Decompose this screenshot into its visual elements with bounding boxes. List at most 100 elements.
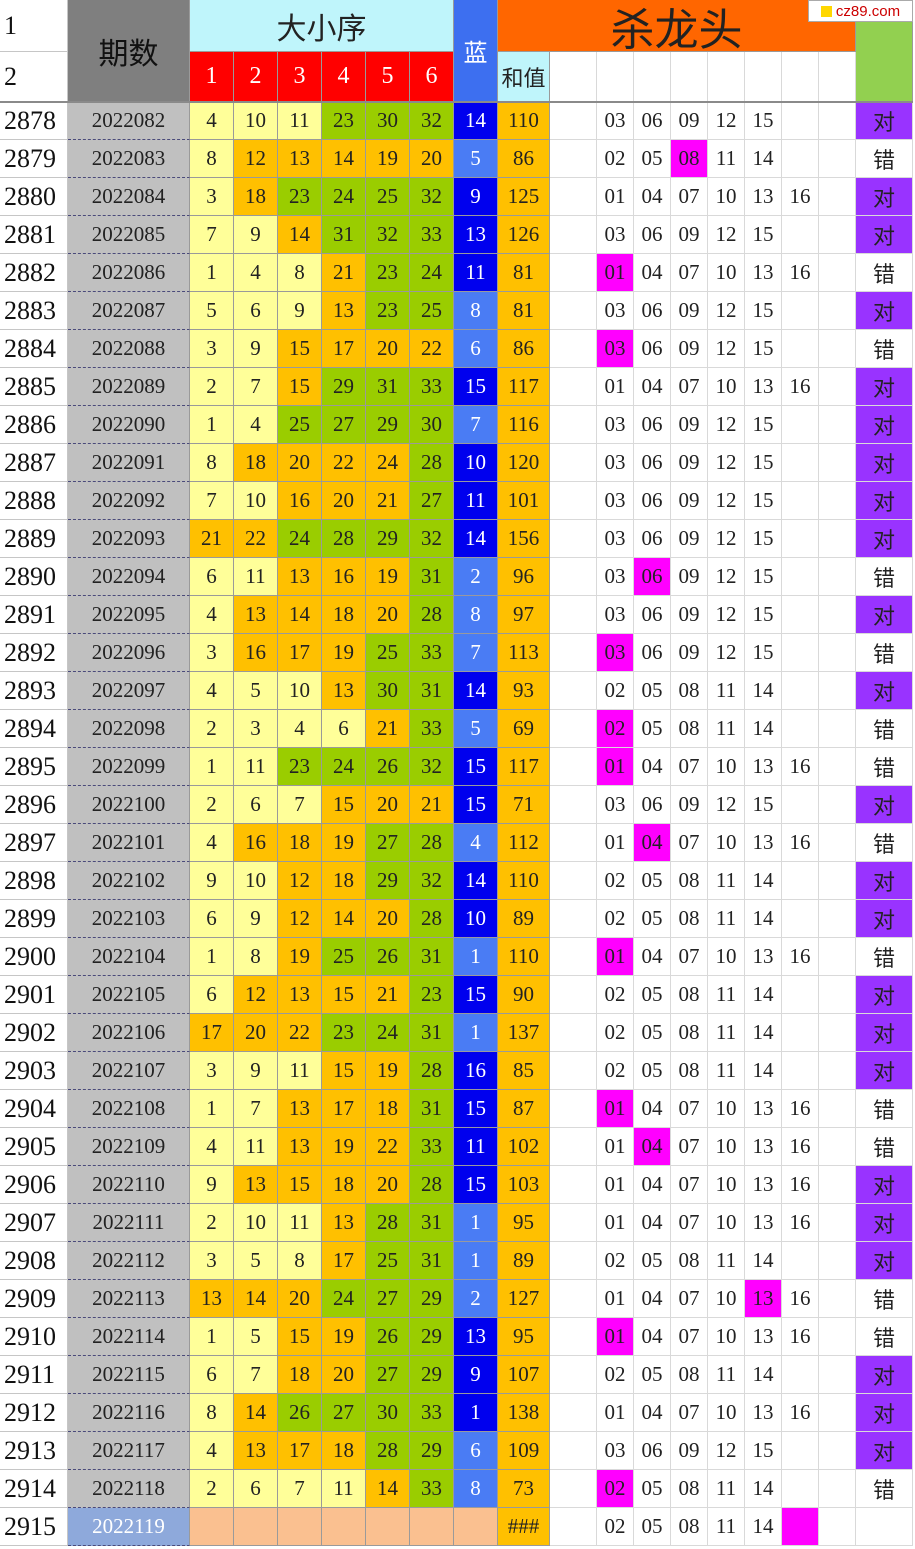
number-cell[interactable]: 25: [366, 1242, 410, 1280]
row-number-cell[interactable]: 2887: [0, 444, 68, 482]
number-cell[interactable]: 21: [410, 786, 454, 824]
kill-number-cell[interactable]: 07: [671, 178, 708, 216]
kill-number-cell[interactable]: 10: [708, 368, 745, 406]
kill-number-cell[interactable]: 05: [634, 710, 671, 748]
kill-number-cell[interactable]: 14: [745, 1014, 782, 1052]
period-cell[interactable]: 2022084: [68, 178, 190, 216]
result-cell[interactable]: 对: [856, 862, 913, 900]
number-cell[interactable]: 14: [322, 140, 366, 178]
blue-cell[interactable]: 15: [454, 368, 498, 406]
blue-cell[interactable]: 7: [454, 406, 498, 444]
result-cell[interactable]: 错: [856, 748, 913, 786]
kill-number-cell[interactable]: 12: [708, 786, 745, 824]
number-cell[interactable]: 4: [234, 406, 278, 444]
kill-number-cell[interactable]: 12: [708, 102, 745, 140]
kill-number-cell[interactable]: 07: [671, 1280, 708, 1318]
blue-cell[interactable]: 2: [454, 558, 498, 596]
number-cell[interactable]: 29: [410, 1356, 454, 1394]
kill-number-cell[interactable]: 06: [634, 520, 671, 558]
number-cell[interactable]: 25: [366, 634, 410, 672]
number-cell[interactable]: 14: [278, 596, 322, 634]
kill-number-cell[interactable]: 03: [597, 558, 634, 596]
kill-number-cell[interactable]: 10: [708, 1394, 745, 1432]
number-cell[interactable]: 24: [366, 1014, 410, 1052]
sum-cell[interactable]: 107: [498, 1356, 550, 1394]
number-cell[interactable]: 12: [234, 140, 278, 178]
row-number-cell[interactable]: 2913: [0, 1432, 68, 1470]
kill-number-cell[interactable]: 04: [634, 748, 671, 786]
kill-number-cell[interactable]: 11: [708, 710, 745, 748]
blank-cell[interactable]: [550, 634, 597, 672]
kill-number-cell[interactable]: 06: [634, 292, 671, 330]
number-cell[interactable]: 21: [322, 254, 366, 292]
blank-cell[interactable]: [671, 52, 708, 102]
blue-cell[interactable]: 15: [454, 1166, 498, 1204]
row-number-cell[interactable]: 2902: [0, 1014, 68, 1052]
number-cell[interactable]: 6: [190, 558, 234, 596]
blank-cell[interactable]: [550, 1394, 597, 1432]
blue-cell[interactable]: 15: [454, 976, 498, 1014]
kill-number-cell[interactable]: 15: [745, 634, 782, 672]
kill-number-cell[interactable]: 09: [671, 1432, 708, 1470]
number-cell[interactable]: 9: [234, 216, 278, 254]
number-cell[interactable]: 4: [190, 102, 234, 140]
kill-number-cell[interactable]: 15: [745, 102, 782, 140]
number-cell[interactable]: 9: [234, 1052, 278, 1090]
kill-number-cell[interactable]: [782, 1242, 819, 1280]
number-cell[interactable]: 3: [190, 178, 234, 216]
kill-number-cell[interactable]: 03: [597, 1432, 634, 1470]
number-cell[interactable]: 19: [366, 140, 410, 178]
sum-cell[interactable]: 156: [498, 520, 550, 558]
kill-number-cell[interactable]: 06: [634, 1432, 671, 1470]
number-cell[interactable]: 4: [190, 1128, 234, 1166]
row-number-cell[interactable]: 2898: [0, 862, 68, 900]
sum-cell[interactable]: 117: [498, 368, 550, 406]
number-cell[interactable]: 25: [322, 938, 366, 976]
kill-number-cell[interactable]: 01: [597, 1318, 634, 1356]
number-cell[interactable]: 7: [234, 1090, 278, 1128]
row-number-cell[interactable]: 2915: [0, 1508, 68, 1546]
blue-cell[interactable]: 8: [454, 1470, 498, 1508]
number-cell[interactable]: 4: [234, 254, 278, 292]
number-cell[interactable]: 30: [366, 672, 410, 710]
blue-cell[interactable]: 15: [454, 748, 498, 786]
number-cell[interactable]: 20: [322, 1356, 366, 1394]
kill-number-cell[interactable]: [782, 710, 819, 748]
kill-number-cell[interactable]: 13: [745, 824, 782, 862]
blue-cell[interactable]: 9: [454, 1356, 498, 1394]
period-cell[interactable]: 2022098: [68, 710, 190, 748]
number-cell[interactable]: 21: [366, 976, 410, 1014]
period-cell[interactable]: 2022110: [68, 1166, 190, 1204]
kill-number-cell[interactable]: 15: [745, 520, 782, 558]
number-cell[interactable]: 16: [322, 558, 366, 596]
row-number-cell[interactable]: 2: [0, 52, 68, 102]
kill-number-cell[interactable]: 12: [708, 520, 745, 558]
sum-cell[interactable]: 110: [498, 102, 550, 140]
number-cell[interactable]: 27: [366, 1356, 410, 1394]
number-cell[interactable]: 25: [366, 178, 410, 216]
kill-number-cell[interactable]: 11: [708, 140, 745, 178]
kill-number-cell[interactable]: 06: [634, 216, 671, 254]
kill-number-cell[interactable]: 07: [671, 938, 708, 976]
kill-number-cell[interactable]: 04: [634, 1318, 671, 1356]
kill-number-cell[interactable]: 06: [634, 558, 671, 596]
sum-cell[interactable]: 86: [498, 140, 550, 178]
result-cell[interactable]: 错: [856, 330, 913, 368]
kill-number-cell[interactable]: 07: [671, 254, 708, 292]
kill-number-cell[interactable]: [782, 1470, 819, 1508]
number-cell[interactable]: 31: [410, 1090, 454, 1128]
number-cell[interactable]: 6: [190, 900, 234, 938]
blue-cell[interactable]: 6: [454, 1432, 498, 1470]
kill-number-cell[interactable]: 11: [708, 1508, 745, 1546]
kill-number-cell[interactable]: 14: [745, 976, 782, 1014]
blank-cell[interactable]: [819, 1014, 856, 1052]
blank-cell[interactable]: [819, 1356, 856, 1394]
sum-cell[interactable]: 89: [498, 1242, 550, 1280]
blank-cell[interactable]: [819, 216, 856, 254]
kill-number-cell[interactable]: 15: [745, 406, 782, 444]
blue-cell[interactable]: 11: [454, 1128, 498, 1166]
sum-header[interactable]: 和值: [498, 52, 550, 102]
kill-number-cell[interactable]: 07: [671, 1318, 708, 1356]
row-number-cell[interactable]: 2903: [0, 1052, 68, 1090]
number-cell[interactable]: 10: [234, 1204, 278, 1242]
